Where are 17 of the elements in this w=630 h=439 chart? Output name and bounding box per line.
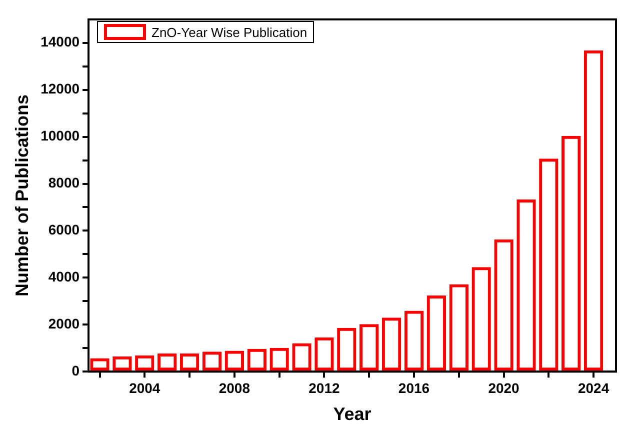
y-tick-label: 6000: [48, 222, 80, 238]
y-tick-label: 10000: [40, 128, 80, 144]
legend-label: ZnO-Year Wise Publication: [152, 24, 308, 40]
x-tick-label: 2012: [308, 380, 340, 396]
y-tick-label: 0: [72, 362, 80, 378]
y-tick-label: 14000: [40, 34, 80, 50]
y-tick-label: 4000: [48, 268, 80, 285]
x-tick-label: 2016: [398, 380, 430, 396]
x-tick-label: 2004: [129, 380, 160, 396]
x-tick-label: 2024: [578, 380, 610, 396]
y-tick-label: 2000: [48, 316, 80, 332]
y-tick-label: 8000: [48, 174, 80, 191]
x-axis-title: Year: [333, 404, 372, 424]
x-tick-label: 2008: [218, 380, 250, 396]
x-tick-label: 2020: [488, 380, 520, 396]
y-tick-label: 12000: [40, 80, 80, 97]
y-axis-title: Number of Publications: [12, 94, 32, 297]
